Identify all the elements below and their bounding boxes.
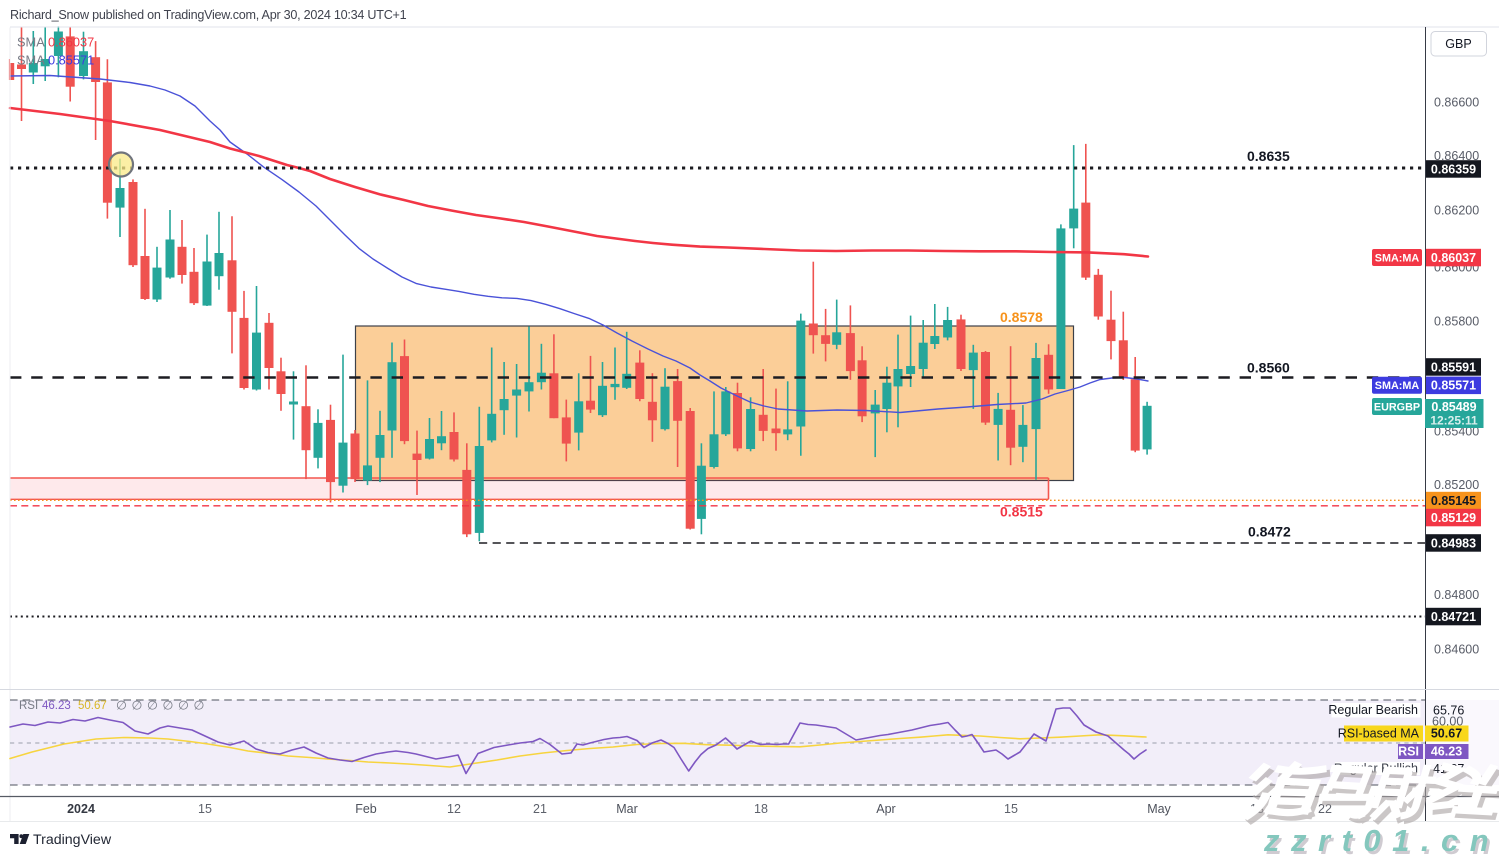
svg-text:0.86400: 0.86400 <box>1434 149 1479 163</box>
svg-text:SMA:MA: SMA:MA <box>1375 380 1420 392</box>
svg-text:0.85800: 0.85800 <box>1434 315 1479 329</box>
svg-text:0.85591: 0.85591 <box>1431 360 1476 374</box>
svg-text:65.76: 65.76 <box>1433 704 1464 718</box>
svg-text:0.85571: 0.85571 <box>48 53 94 68</box>
svg-text:SMA:MA: SMA:MA <box>1375 252 1420 264</box>
svg-text:0.8560: 0.8560 <box>1247 360 1290 376</box>
svg-text:Apr: Apr <box>876 802 895 816</box>
svg-text:0.8578: 0.8578 <box>1000 309 1043 325</box>
svg-text:May: May <box>1147 802 1171 816</box>
svg-text:GBP: GBP <box>1445 37 1471 51</box>
svg-text:RSI: RSI <box>1398 745 1419 759</box>
svg-text:Mar: Mar <box>616 802 638 816</box>
svg-text:∅: ∅ <box>163 699 174 713</box>
svg-text:RSI-based MA: RSI-based MA <box>1338 727 1420 741</box>
svg-text:0.85129: 0.85129 <box>1431 511 1476 525</box>
svg-text:Feb: Feb <box>355 802 377 816</box>
svg-text:0.8515: 0.8515 <box>1000 504 1043 520</box>
svg-text:12: 12 <box>447 802 461 816</box>
svg-text:TradingView: TradingView <box>33 832 112 848</box>
svg-text:Richard_Snow published on Trad: Richard_Snow published on TradingView.co… <box>10 8 407 22</box>
svg-text:SMA: SMA <box>17 53 45 68</box>
svg-text:∅: ∅ <box>132 699 143 713</box>
svg-text:50.67: 50.67 <box>78 700 107 712</box>
svg-text:60.00: 60.00 <box>1432 715 1463 729</box>
svg-text:RSI: RSI <box>19 700 38 712</box>
svg-text:0.84721: 0.84721 <box>1431 610 1476 624</box>
svg-text:zzrt01.cn: zzrt01.cn <box>1266 826 1499 857</box>
svg-text:50.67: 50.67 <box>1431 727 1462 741</box>
svg-text:46.23: 46.23 <box>1431 745 1462 759</box>
svg-text:0.86037: 0.86037 <box>1431 251 1476 265</box>
svg-text:0.86600: 0.86600 <box>1434 96 1479 110</box>
svg-text:0.85489: 0.85489 <box>1431 400 1476 414</box>
svg-text:0.85571: 0.85571 <box>1431 379 1476 393</box>
svg-text:∅: ∅ <box>116 699 127 713</box>
svg-text:0.84800: 0.84800 <box>1434 588 1479 602</box>
svg-text:18: 18 <box>754 802 768 816</box>
svg-text:0.8635: 0.8635 <box>1247 148 1290 164</box>
svg-text:0.85145: 0.85145 <box>1431 494 1476 508</box>
svg-text:Regular Bearish: Regular Bearish <box>1328 703 1418 717</box>
svg-text:22: 22 <box>1318 802 1332 816</box>
svg-text:∅: ∅ <box>178 699 189 713</box>
svg-text:12:25:11: 12:25:11 <box>1430 414 1478 428</box>
svg-text:46.23: 46.23 <box>42 700 71 712</box>
svg-text:0.8472: 0.8472 <box>1248 524 1291 540</box>
svg-text:SMA: SMA <box>17 35 45 50</box>
svg-text:EURGBP: EURGBP <box>1374 401 1420 413</box>
svg-text:15: 15 <box>198 802 212 816</box>
svg-text:zzrt01.cn: zzrt01.cn <box>1263 823 1499 857</box>
svg-text:0.84600: 0.84600 <box>1434 643 1479 657</box>
svg-text:15: 15 <box>1004 802 1018 816</box>
svg-text:2024: 2024 <box>67 802 95 816</box>
svg-text:0.86200: 0.86200 <box>1434 204 1479 218</box>
svg-text:∅: ∅ <box>194 699 205 713</box>
svg-text:∅: ∅ <box>147 699 158 713</box>
svg-text:0.84983: 0.84983 <box>1431 536 1476 550</box>
svg-text:0.86037: 0.86037 <box>48 35 94 50</box>
svg-text:0.85200: 0.85200 <box>1434 478 1479 492</box>
svg-text:0.86359: 0.86359 <box>1431 162 1476 176</box>
svg-text:21: 21 <box>533 802 547 816</box>
